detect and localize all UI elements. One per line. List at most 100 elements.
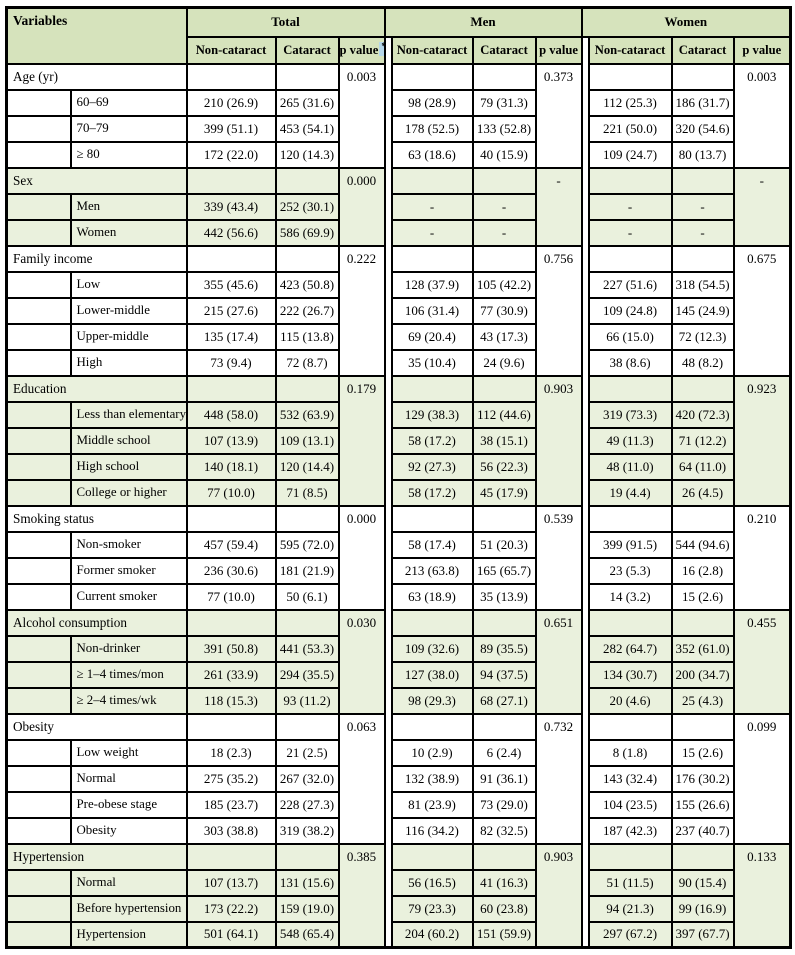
men-cataract-cell: 6 (2.4) <box>471 738 537 767</box>
total-cataract-cell: 595 (72.0) <box>274 530 340 559</box>
row-label: Current smoker <box>69 582 188 611</box>
women-cataract-cell: 352 (61.0) <box>670 634 735 663</box>
total-cataract-cell: 228 (27.3) <box>274 790 340 819</box>
total-cataract-cell: 441 (53.3) <box>274 634 340 663</box>
empty-cell <box>670 62 735 91</box>
col-header-total-pvalue: p value* <box>337 35 386 65</box>
women-noncataract-cell: 297 (67.2) <box>587 920 673 949</box>
men-cataract-cell: 43 (17.3) <box>471 322 537 351</box>
women-cataract-cell: 72 (12.3) <box>670 322 735 351</box>
women-cataract-cell: 26 (4.5) <box>670 478 735 507</box>
women-noncataract-cell: 399 (91.5) <box>587 530 673 559</box>
total-noncataract-cell: 215 (27.6) <box>185 296 277 325</box>
item-row: Less than elementary 448 (58.0) 532 (63.9)… <box>5 400 791 429</box>
p-value-women: 0.210 <box>732 504 792 611</box>
total-noncataract-cell: 185 (23.7) <box>185 790 277 819</box>
item-row: Before hypertension 173 (22.2) 159 (19.0) 7… <box>5 894 791 923</box>
item-row: Normal 107 (13.7) 131 (15.6) 56 (16.5) 41 (1… <box>5 868 791 897</box>
item-row: Current smoker 77 (10.0) 50 (6.1) 63 (18.9)… <box>5 582 791 611</box>
men-noncataract-cell: 58 (17.2) <box>390 426 474 455</box>
p-value-women: 0.923 <box>732 374 792 507</box>
women-cataract-cell: 71 (12.2) <box>670 426 735 455</box>
empty-cell <box>587 712 673 741</box>
item-row: Low weight 18 (2.3) 21 (2.5) 10 (2.9) 6 (2.4… <box>5 738 791 767</box>
empty-cell <box>390 244 474 273</box>
empty-cell <box>587 166 673 195</box>
women-cataract-cell: - <box>670 218 735 247</box>
women-cataract-cell: 48 (8.2) <box>670 348 735 377</box>
total-cataract-cell: 131 (15.6) <box>274 868 340 897</box>
group-gap <box>581 505 589 610</box>
category-row: Age (yr) 0.003 0.373 0.003 <box>5 62 792 169</box>
indent-cell <box>5 114 72 143</box>
indent-cell <box>5 686 72 715</box>
statistics-table: Variables Total Men Women Non-cataract C… <box>5 6 793 949</box>
category-label: Sex <box>5 166 188 195</box>
category-label: Age (yr) <box>5 62 188 91</box>
total-cataract-cell: 120 (14.3) <box>274 140 340 169</box>
women-noncataract-cell: 38 (8.6) <box>587 348 673 377</box>
row-label: College or higher <box>69 478 188 507</box>
total-cataract-cell: 319 (38.2) <box>274 816 340 845</box>
total-cataract-cell: 159 (19.0) <box>274 894 340 923</box>
men-noncataract-cell: 58 (17.4) <box>390 530 474 559</box>
total-cataract-cell: 532 (63.9) <box>274 400 340 429</box>
row-label: 60–69 <box>69 88 188 117</box>
women-cataract-cell: 155 (26.6) <box>670 790 735 819</box>
men-cataract-cell: 56 (22.3) <box>471 452 537 481</box>
row-label: Lower-middle <box>69 296 188 325</box>
group-gap <box>581 167 589 246</box>
row-label: Hypertension <box>69 920 188 949</box>
indent-cell <box>5 426 72 455</box>
empty-cell <box>185 166 277 195</box>
indent-cell <box>5 894 72 923</box>
p-value-asterisk: * <box>379 41 383 56</box>
indent-cell <box>5 660 72 689</box>
indent-cell <box>5 556 72 585</box>
category-row: Alcohol consumption 0.030 0.651 0.455 <box>5 608 792 715</box>
men-cataract-cell: 41 (16.3) <box>471 868 537 897</box>
item-row: Non-drinker 391 (50.8) 441 (53.3) 109 (32.6… <box>5 634 791 663</box>
row-label: Normal <box>69 868 188 897</box>
empty-cell <box>185 244 277 273</box>
row-label: Obesity <box>69 816 188 845</box>
total-noncataract-cell: 77 (10.0) <box>185 582 277 611</box>
total-cataract-cell: 586 (69.9) <box>274 218 340 247</box>
empty-cell <box>274 244 340 273</box>
women-cataract-cell: 99 (16.9) <box>670 894 735 923</box>
total-cataract-cell: 109 (13.1) <box>274 426 340 455</box>
empty-cell <box>670 374 735 403</box>
row-label: Pre-obese stage <box>69 790 188 819</box>
indent-cell <box>5 270 72 299</box>
indent-cell <box>5 868 72 897</box>
row-label: Upper-middle <box>69 322 188 351</box>
empty-cell <box>274 842 340 871</box>
total-cataract-cell: 71 (8.5) <box>274 478 340 507</box>
total-noncataract-cell: 399 (51.1) <box>185 114 277 143</box>
women-noncataract-cell: 187 (42.3) <box>587 816 673 845</box>
empty-cell <box>274 504 340 533</box>
group-header-women: Women <box>580 6 792 38</box>
women-cataract-cell: 237 (40.7) <box>670 816 735 845</box>
empty-cell <box>390 504 474 533</box>
men-cataract-cell: 165 (65.7) <box>471 556 537 585</box>
men-noncataract-cell: 106 (31.4) <box>390 296 474 325</box>
p-value-women: 0.003 <box>732 62 792 169</box>
total-cataract-cell: 120 (14.4) <box>274 452 340 481</box>
men-cataract-cell: 151 (59.9) <box>471 920 537 949</box>
p-value-total: 0.000 <box>337 504 386 611</box>
item-row: Low 355 (45.6) 423 (50.8) 128 (37.9) 105 (42… <box>5 270 791 299</box>
category-label: Family income <box>5 244 188 273</box>
item-row: Women 442 (56.6) 586 (69.9) - - - - <box>5 218 791 247</box>
men-noncataract-cell: - <box>390 218 474 247</box>
empty-cell <box>274 166 340 195</box>
men-noncataract-cell: 35 (10.4) <box>390 348 474 377</box>
men-noncataract-cell: 204 (60.2) <box>390 920 474 949</box>
row-label: ≥ 1–4 times/mon <box>69 660 188 689</box>
women-noncataract-cell: 109 (24.8) <box>587 296 673 325</box>
empty-cell <box>670 504 735 533</box>
women-cataract-cell: - <box>670 192 735 221</box>
empty-cell <box>471 62 537 91</box>
p-value-total: 0.179 <box>337 374 386 507</box>
women-cataract-cell: 320 (54.6) <box>670 114 735 143</box>
